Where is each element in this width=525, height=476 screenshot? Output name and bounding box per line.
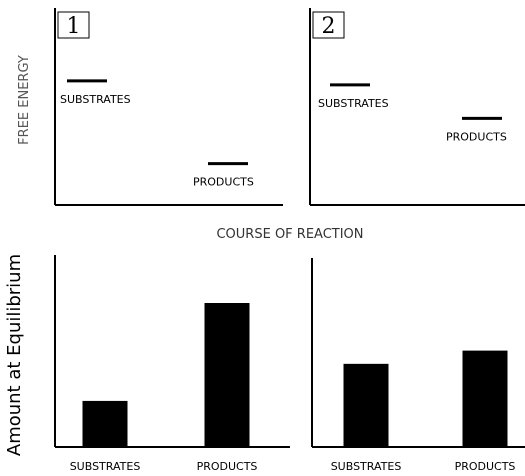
- x-tick-label: PRODUCTS: [197, 460, 258, 473]
- y-label: Amount at Equilibrium: [4, 254, 25, 456]
- panel-box: [312, 11, 345, 39]
- bar: [82, 400, 128, 447]
- y-label: FREE ENERGY: [17, 55, 32, 145]
- panel-number: 2: [322, 14, 336, 39]
- x-label: COURSE OF REACTION: [216, 227, 363, 242]
- level-label: SUBSTRATES: [60, 93, 131, 106]
- panel-number: 1: [67, 14, 81, 39]
- x-tick-label: PRODUCTS: [455, 460, 516, 473]
- level-label: PRODUCTS: [446, 130, 507, 143]
- level-label: SUBSTRATES: [318, 97, 389, 110]
- x-tick-label: SUBSTRATES: [331, 460, 402, 473]
- bar: [343, 363, 389, 447]
- bar: [204, 303, 250, 447]
- x-tick-label: SUBSTRATES: [70, 460, 141, 473]
- bar: [462, 350, 508, 447]
- panel-box: [57, 11, 90, 39]
- level-label: PRODUCTS: [193, 176, 254, 189]
